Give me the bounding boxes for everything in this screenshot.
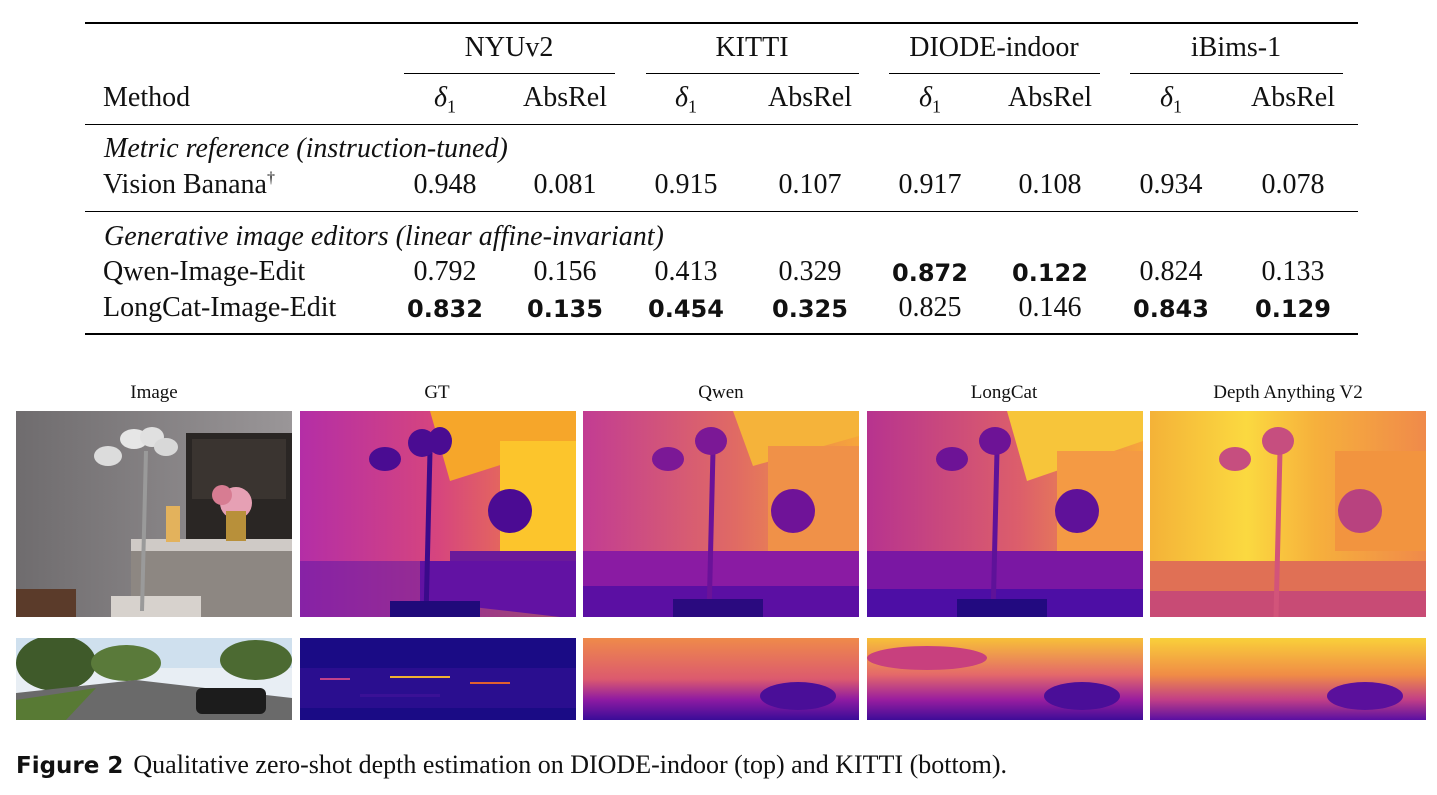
kitti-gt-depth xyxy=(300,638,576,720)
column-title-dav2: Depth Anything V2 xyxy=(1213,382,1363,403)
metric-value: 0.843 xyxy=(1133,295,1209,323)
kitti-qwen-depth xyxy=(583,638,859,720)
metric-value: 0.413 xyxy=(654,256,718,287)
metric-value: 0.917 xyxy=(898,169,962,200)
caption-label: Figure 2 xyxy=(16,753,124,779)
metric-value: 0.454 xyxy=(648,295,724,323)
metric-header-absrel: AbsRel xyxy=(1251,82,1335,113)
metric-value: 0.915 xyxy=(654,169,718,200)
metric-value: 0.108 xyxy=(1018,169,1082,200)
metric-value: 0.792 xyxy=(413,256,477,287)
caption-text: Qualitative zero-shot depth estimation o… xyxy=(133,750,1008,779)
table-top-rule xyxy=(85,22,1358,24)
group-header-kitti: KITTI xyxy=(715,32,789,63)
indoor-photo xyxy=(16,411,292,617)
section-rule xyxy=(85,211,1358,212)
metric-value: 0.122 xyxy=(1012,259,1088,287)
indoor-qwen-depth xyxy=(583,411,859,617)
metric-value: 0.129 xyxy=(1255,295,1331,323)
table-bottom-rule xyxy=(85,333,1358,335)
column-title-image: Image xyxy=(130,382,178,403)
section-title: Generative image editors (linear affine-… xyxy=(104,221,664,252)
metric-header-absrel: AbsRel xyxy=(768,82,852,113)
method-name: LongCat-Image-Edit xyxy=(103,292,337,323)
group-header-ibims: iBims-1 xyxy=(1190,32,1282,63)
metric-value: 0.872 xyxy=(892,259,968,287)
metric-value: 0.135 xyxy=(527,295,603,323)
method-header: Method xyxy=(103,82,191,113)
metric-value: 0.325 xyxy=(772,295,848,323)
indoor-dav2-depth xyxy=(1150,411,1426,617)
metric-value: 0.824 xyxy=(1139,256,1203,287)
method-name: Qwen-Image-Edit xyxy=(103,256,306,287)
kitti-photo xyxy=(16,638,292,720)
metric-value: 0.156 xyxy=(533,256,597,287)
metric-header-delta1: δ1 xyxy=(1159,82,1183,117)
indoor-longcat-depth xyxy=(867,411,1143,617)
metric-value: 0.081 xyxy=(533,169,597,200)
header-rule xyxy=(85,124,1358,125)
group-header-diode: DIODE-indoor xyxy=(909,32,1079,63)
metric-header-absrel: AbsRel xyxy=(523,82,607,113)
metric-value: 0.329 xyxy=(778,256,842,287)
section-title: Metric reference (instruction-tuned) xyxy=(104,133,508,164)
column-title-gt: GT xyxy=(424,382,450,403)
group-header-nyuv2: NYUv2 xyxy=(464,32,554,63)
metric-header-absrel: AbsRel xyxy=(1008,82,1092,113)
method-name: Vision Banana† xyxy=(103,169,275,200)
metric-value: 0.133 xyxy=(1261,256,1325,287)
metric-value: 0.146 xyxy=(1018,292,1082,323)
group-underline xyxy=(889,73,1100,74)
kitti-longcat-depth xyxy=(867,638,1143,720)
metric-value: 0.107 xyxy=(778,169,842,200)
metric-value: 0.948 xyxy=(413,169,477,200)
indoor-gt-depth xyxy=(300,411,576,617)
metric-header-delta1: δ1 xyxy=(674,82,698,117)
metric-value: 0.934 xyxy=(1139,169,1203,200)
metric-header-delta1: δ1 xyxy=(918,82,942,117)
metric-value: 0.825 xyxy=(898,292,962,323)
figure-caption: Figure 2 Qualitative zero-shot depth esti… xyxy=(16,750,1007,780)
group-underline xyxy=(1130,73,1343,74)
column-title-qwen: Qwen xyxy=(698,382,744,403)
column-title-longcat: LongCat xyxy=(970,382,1038,403)
group-underline xyxy=(646,73,859,74)
kitti-dav2-depth xyxy=(1150,638,1426,720)
metric-value: 0.078 xyxy=(1261,169,1325,200)
metric-value: 0.832 xyxy=(407,295,483,323)
metric-header-delta1: δ1 xyxy=(433,82,457,117)
group-underline xyxy=(404,73,615,74)
